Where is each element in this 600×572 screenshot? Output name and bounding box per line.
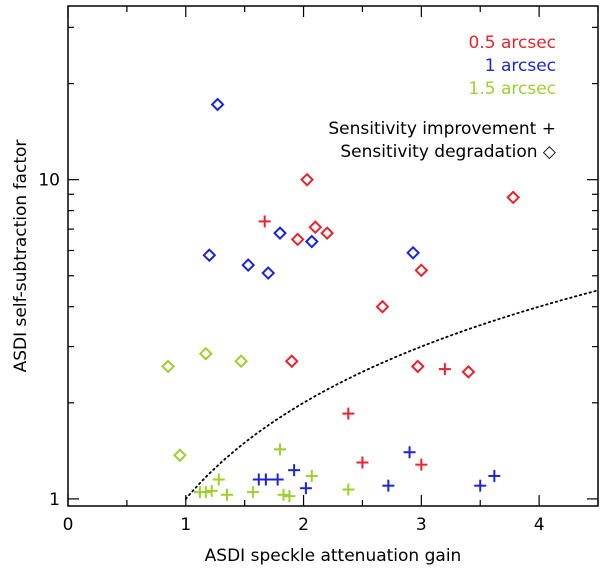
- legend-series-1: 1 arcsec: [485, 56, 556, 76]
- plus-marker: [382, 479, 395, 492]
- x-tick-label: 0: [63, 515, 74, 535]
- plus-marker: [274, 443, 286, 456]
- diamond-marker: [210, 97, 225, 112]
- plus-marker: [205, 484, 218, 497]
- plus-marker: [342, 483, 355, 496]
- x-axis-label: ASDI speckle attenuation gain: [205, 546, 462, 566]
- plus-marker: [271, 473, 284, 486]
- plot-frame: [67, 5, 599, 507]
- legend: 0.5 arcsec 1 arcsec 1.5 arcsec Sensitivi…: [328, 33, 557, 162]
- diamond-marker: [284, 354, 299, 369]
- diamond-marker: [273, 226, 287, 241]
- diamond-marker: [172, 448, 187, 463]
- diamond-marker: [320, 226, 335, 241]
- diamond-marker: [414, 263, 429, 278]
- x-tick-label: 1: [180, 515, 191, 535]
- plus-marker: [305, 469, 318, 482]
- plus-marker: [199, 486, 212, 499]
- diamond-marker: [290, 232, 305, 247]
- diamond-marker: [300, 172, 315, 187]
- plus-marker: [258, 215, 271, 228]
- legend-series-0: 0.5 arcsec: [469, 33, 556, 53]
- plus-marker: [356, 456, 369, 469]
- diamond-marker: [304, 234, 319, 249]
- diamond-marker: [241, 258, 256, 273]
- diamond-marker: [461, 364, 476, 379]
- plus-marker: [221, 488, 233, 501]
- x-tick-label: 3: [416, 515, 427, 535]
- diamond-marker: [161, 359, 176, 374]
- diamond-marker: [202, 248, 217, 263]
- diamond-marker: [308, 220, 323, 235]
- y-axis-label: ASDI self-subtraction factor: [11, 140, 31, 373]
- y-tick-label: 1: [49, 490, 60, 510]
- diamond-marker: [506, 190, 521, 205]
- diamond-marker: [234, 354, 249, 369]
- plus-marker: [288, 464, 301, 477]
- legend-improvement: Sensitivity improvement +: [328, 119, 556, 139]
- plus-marker: [415, 458, 428, 471]
- plus-marker: [246, 486, 259, 499]
- diamond-marker: [410, 359, 425, 374]
- y-tick-label: 10: [38, 171, 60, 191]
- plus-marker: [283, 490, 296, 503]
- plus-marker: [212, 473, 225, 486]
- diamond-marker: [406, 245, 421, 260]
- plus-marker: [277, 488, 290, 501]
- legend-degradation: Sensitivity degradation ◇: [340, 142, 557, 162]
- plus-marker: [474, 479, 487, 492]
- legend-series-2: 1.5 arcsec: [469, 79, 556, 99]
- plus-marker: [259, 473, 272, 486]
- plus-marker: [488, 469, 501, 482]
- plus-marker: [342, 407, 355, 420]
- threshold-curve: [184, 289, 599, 500]
- diamond-marker: [261, 266, 276, 280]
- plus-marker: [299, 482, 312, 495]
- x-tick-label: 2: [298, 515, 309, 535]
- plus-marker: [438, 363, 451, 376]
- diamond-marker: [375, 299, 390, 314]
- diamond-marker: [198, 346, 213, 361]
- x-tick-label: 4: [534, 515, 545, 535]
- plus-marker: [403, 446, 416, 459]
